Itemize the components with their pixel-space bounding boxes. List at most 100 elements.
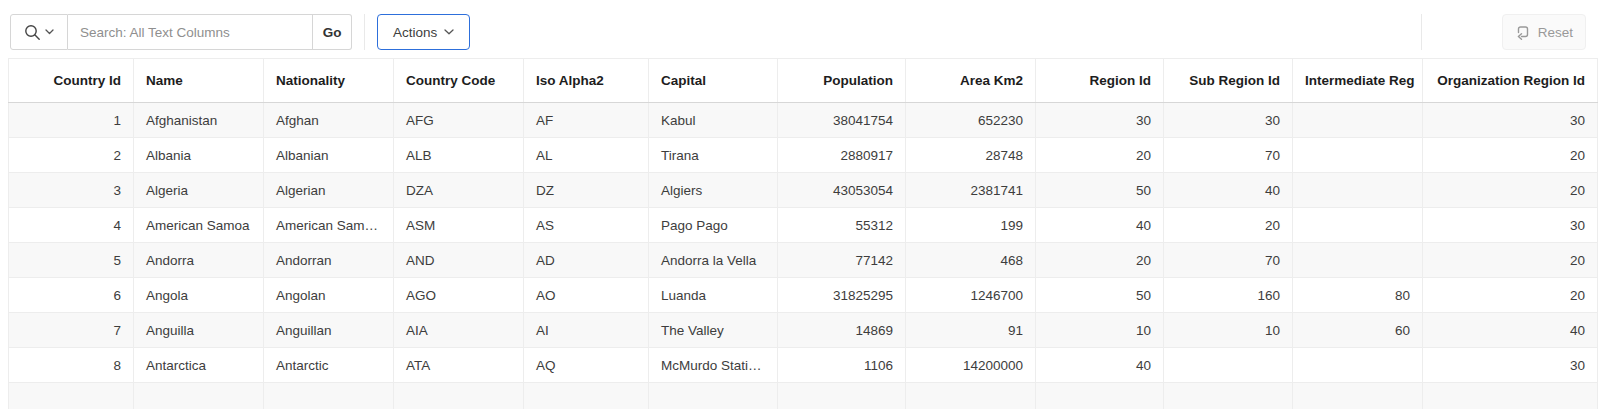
cell-name: American Samoa xyxy=(134,208,264,243)
cell-nationality: Antarctic xyxy=(264,348,394,383)
cell-iso-alpha2: AQ xyxy=(524,348,649,383)
cell-country-code: AIA xyxy=(394,313,524,348)
table-row: 3AlgeriaAlgerianDZADZAlgiers430530542381… xyxy=(9,173,1598,208)
cell-intermediate-reg xyxy=(1293,208,1423,243)
column-header-name[interactable]: Name xyxy=(134,59,264,103)
toolbar-separator xyxy=(1421,14,1422,50)
reset-label: Reset xyxy=(1538,25,1573,40)
cell-population: 14869 xyxy=(778,313,906,348)
column-header-area-km2[interactable]: Area Km2 xyxy=(906,59,1036,103)
chevron-down-icon xyxy=(45,29,54,35)
cell-name xyxy=(134,383,264,409)
column-header-iso-alpha2[interactable]: Iso Alpha2 xyxy=(524,59,649,103)
column-header-organization-region-id[interactable]: Organization Region Id xyxy=(1423,59,1598,103)
column-header-intermediate-reg[interactable]: Intermediate Reg xyxy=(1293,59,1423,103)
cell-iso-alpha2 xyxy=(524,383,649,409)
cell-country-id: 6 xyxy=(9,278,134,313)
actions-label: Actions xyxy=(393,25,437,40)
cell-iso-alpha2: AO xyxy=(524,278,649,313)
actions-button[interactable]: Actions xyxy=(377,14,470,50)
table-row: 8AntarcticaAntarcticATAAQMcMurdo Stati…1… xyxy=(9,348,1598,383)
cell-nationality: Algerian xyxy=(264,173,394,208)
cell-nationality: Afghan xyxy=(264,103,394,138)
chevron-down-icon xyxy=(444,29,454,35)
column-header-country-id[interactable]: Country Id xyxy=(9,59,134,103)
cell-population: 55312 xyxy=(778,208,906,243)
cell-country-id: 7 xyxy=(9,313,134,348)
cell-region-id: 40 xyxy=(1036,208,1164,243)
cell-population: 1106 xyxy=(778,348,906,383)
cell-area-km2: 468 xyxy=(906,243,1036,278)
cell-region-id: 10 xyxy=(1036,313,1164,348)
search-input[interactable] xyxy=(68,14,313,50)
cell-iso-alpha2: AS xyxy=(524,208,649,243)
cell-capital: Pago Pago xyxy=(649,208,778,243)
cell-area-km2 xyxy=(906,383,1036,409)
reset-button[interactable]: Reset xyxy=(1502,14,1586,50)
column-header-population[interactable]: Population xyxy=(778,59,906,103)
cell-intermediate-reg xyxy=(1293,173,1423,208)
cell-iso-alpha2: AF xyxy=(524,103,649,138)
table-row: 4American SamoaAmerican Sam…ASMASPago Pa… xyxy=(9,208,1598,243)
cell-sub-region-id: 70 xyxy=(1164,243,1293,278)
cell-capital: Luanda xyxy=(649,278,778,313)
cell-intermediate-reg xyxy=(1293,138,1423,173)
cell-organization-region-id: 30 xyxy=(1423,103,1598,138)
cell-organization-region-id xyxy=(1423,383,1598,409)
cell-organization-region-id: 20 xyxy=(1423,243,1598,278)
cell-iso-alpha2: AD xyxy=(524,243,649,278)
table-row: 1AfghanistanAfghanAFGAFKabul380417546522… xyxy=(9,103,1598,138)
cell-area-km2: 652230 xyxy=(906,103,1036,138)
cell-capital: McMurdo Stati… xyxy=(649,348,778,383)
cell-sub-region-id: 10 xyxy=(1164,313,1293,348)
search-options-button[interactable] xyxy=(10,14,68,50)
cell-sub-region-id: 70 xyxy=(1164,138,1293,173)
cell-nationality xyxy=(264,383,394,409)
cell-intermediate-reg: 60 xyxy=(1293,313,1423,348)
cell-name: Algeria xyxy=(134,173,264,208)
cell-country-id: 5 xyxy=(9,243,134,278)
cell-name: Angola xyxy=(134,278,264,313)
column-header-sub-region-id[interactable]: Sub Region Id xyxy=(1164,59,1293,103)
cell-name: Albania xyxy=(134,138,264,173)
column-header-region-id[interactable]: Region Id xyxy=(1036,59,1164,103)
cell-country-id: 8 xyxy=(9,348,134,383)
table-row: 6AngolaAngolanAGOAOLuanda318252951246700… xyxy=(9,278,1598,313)
cell-country-id: 3 xyxy=(9,173,134,208)
cell-organization-region-id: 30 xyxy=(1423,208,1598,243)
cell-country-code: ATA xyxy=(394,348,524,383)
cell-intermediate-reg xyxy=(1293,243,1423,278)
cell-capital: The Valley xyxy=(649,313,778,348)
go-button[interactable]: Go xyxy=(313,14,352,50)
cell-capital xyxy=(649,383,778,409)
cell-intermediate-reg xyxy=(1293,348,1423,383)
column-header-country-code[interactable]: Country Code xyxy=(394,59,524,103)
cell-sub-region-id: 30 xyxy=(1164,103,1293,138)
table-row: 7AnguillaAnguillanAIAAIThe Valley1486991… xyxy=(9,313,1598,348)
cell-nationality: Angolan xyxy=(264,278,394,313)
column-header-nationality[interactable]: Nationality xyxy=(264,59,394,103)
cell-population: 38041754 xyxy=(778,103,906,138)
cell-nationality: Anguillan xyxy=(264,313,394,348)
cell-country-id: 2 xyxy=(9,138,134,173)
cell-capital: Tirana xyxy=(649,138,778,173)
cell-iso-alpha2: AI xyxy=(524,313,649,348)
cell-country-code xyxy=(394,383,524,409)
cell-organization-region-id: 20 xyxy=(1423,173,1598,208)
cell-country-code: ALB xyxy=(394,138,524,173)
cell-name: Anguilla xyxy=(134,313,264,348)
cell-intermediate-reg: 80 xyxy=(1293,278,1423,313)
cell-intermediate-reg xyxy=(1293,103,1423,138)
cell-area-km2: 199 xyxy=(906,208,1036,243)
cell-country-id: 4 xyxy=(9,208,134,243)
cell-nationality: Andorran xyxy=(264,243,394,278)
cell-sub-region-id xyxy=(1164,348,1293,383)
table-row: 5AndorraAndorranANDADAndorra la Vella771… xyxy=(9,243,1598,278)
cell-region-id xyxy=(1036,383,1164,409)
cell-region-id: 50 xyxy=(1036,173,1164,208)
cell-region-id: 20 xyxy=(1036,138,1164,173)
cell-capital: Kabul xyxy=(649,103,778,138)
cell-organization-region-id: 20 xyxy=(1423,278,1598,313)
column-header-capital[interactable]: Capital xyxy=(649,59,778,103)
cell-name: Antarctica xyxy=(134,348,264,383)
